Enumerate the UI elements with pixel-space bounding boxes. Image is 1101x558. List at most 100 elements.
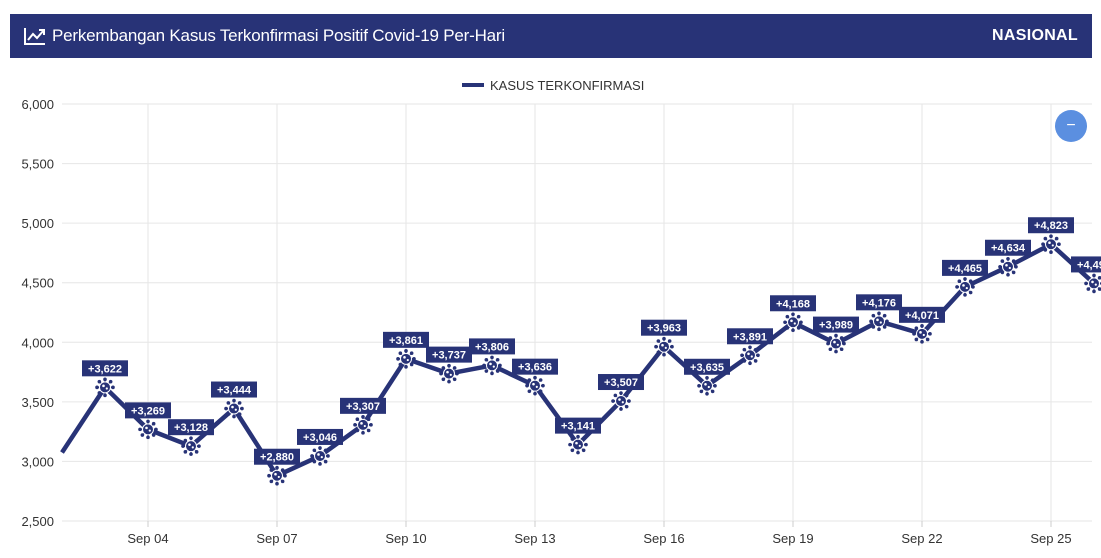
data-label-box — [727, 328, 773, 345]
virus-marker-icon[interactable] — [353, 415, 373, 435]
data-label-box — [82, 360, 128, 377]
virus-marker-icon[interactable] — [826, 333, 846, 354]
y-tick-label: 4,000 — [21, 335, 54, 350]
data-label-box — [899, 306, 945, 323]
virus-marker-icon[interactable] — [1041, 234, 1061, 255]
virus-marker-icon[interactable] — [525, 375, 545, 396]
data-label: +3,046 — [297, 428, 343, 445]
data-label-text: +3,622 — [88, 363, 122, 375]
data-label: +3,622 — [82, 360, 128, 377]
x-tick-label: Sep 16 — [643, 531, 684, 546]
axis-layer: 2,500 3,000 3,500 4,000 4,500 5,000 5,500 6,000… — [21, 97, 1071, 546]
y-tick-label: 5,000 — [21, 216, 54, 231]
virus-marker-icon[interactable] — [439, 363, 459, 384]
data-label-text: +4,634 — [991, 243, 1026, 255]
virus-marker-icon[interactable] — [181, 436, 201, 456]
data-label-box — [942, 259, 988, 276]
data-label-text: +3,806 — [475, 341, 509, 353]
data-label-layer: +3,622 +3,269 +3,128 +3,444 +2,880 +3,046 +3,3… — [82, 217, 1101, 465]
x-tick-label: Sep 25 — [1030, 531, 1071, 546]
data-label-text: +3,737 — [432, 350, 466, 362]
data-label: +4,168 — [770, 295, 816, 312]
data-label: +3,141 — [555, 417, 601, 434]
virus-marker-icon[interactable] — [224, 398, 244, 419]
zoom-out-button[interactable]: − — [1055, 110, 1087, 142]
virus-marker-icon[interactable] — [267, 465, 287, 486]
data-label-text: +3,861 — [389, 335, 423, 347]
data-label-box — [985, 239, 1031, 256]
virus-marker-icon[interactable] — [998, 256, 1018, 277]
data-label-text: +3,507 — [604, 377, 638, 389]
y-tick-label: 2,500 — [21, 514, 54, 529]
data-label-text: +3,891 — [733, 331, 767, 343]
data-label: +3,891 — [727, 328, 773, 345]
line-chart: 2,500 3,000 3,500 4,000 4,500 5,000 5,500 6,000… — [21, 78, 1101, 546]
data-label-box — [426, 346, 472, 363]
data-label-text: +2,880 — [260, 452, 294, 464]
trend-up-icon — [24, 28, 45, 45]
virus-marker-icon[interactable] — [869, 311, 889, 332]
data-label-box — [297, 428, 343, 445]
data-label-text: +4,494 — [1077, 259, 1101, 271]
data-label: +3,806 — [469, 338, 515, 355]
data-label-text: +4,071 — [905, 310, 939, 322]
x-tick-label: Sep 07 — [256, 531, 297, 546]
y-tick-label: 6,000 — [21, 97, 54, 112]
data-label-box — [1071, 256, 1101, 273]
data-label: +3,128 — [168, 419, 214, 436]
data-label: +4,634 — [985, 239, 1031, 256]
data-label-text: +3,307 — [346, 401, 380, 413]
virus-marker-icon[interactable] — [955, 277, 975, 297]
data-label-box — [340, 397, 386, 414]
legend-label[interactable]: KASUS TERKONFIRMASI — [490, 78, 644, 93]
data-label-text: +4,823 — [1034, 220, 1068, 232]
virus-marker-icon[interactable] — [482, 355, 502, 376]
data-label: +3,444 — [211, 381, 257, 398]
data-label: +3,861 — [383, 331, 429, 348]
data-label-box — [813, 316, 859, 333]
virus-marker-icon[interactable] — [783, 312, 803, 333]
data-label-box — [856, 294, 902, 311]
data-label-box — [598, 374, 644, 391]
data-label: +3,507 — [598, 374, 644, 391]
data-label: +4,071 — [899, 306, 945, 323]
region-badge: NASIONAL — [992, 27, 1078, 44]
data-label-text: +3,128 — [174, 422, 208, 434]
data-label-box — [254, 448, 300, 465]
virus-marker-icon[interactable] — [740, 345, 760, 366]
data-label-box — [168, 419, 214, 436]
data-label: +4,465 — [942, 259, 988, 276]
virus-marker-icon[interactable] — [654, 336, 674, 357]
y-tick-label: 3,000 — [21, 454, 54, 469]
x-tick-label: Sep 19 — [772, 531, 813, 546]
virus-marker-icon[interactable] — [138, 419, 158, 440]
virus-marker-icon[interactable] — [310, 446, 330, 466]
virus-marker-icon[interactable] — [611, 391, 631, 411]
data-label-box — [512, 358, 558, 375]
data-label-box — [125, 402, 171, 419]
data-label-text: +4,176 — [862, 297, 896, 309]
data-label: +3,636 — [512, 358, 558, 375]
data-label: +3,307 — [340, 397, 386, 414]
marker-layer — [95, 234, 1101, 486]
x-tick-label: Sep 04 — [127, 531, 168, 546]
data-label: +3,635 — [684, 358, 730, 375]
data-label: +4,823 — [1028, 217, 1074, 234]
data-label-text: +3,635 — [690, 362, 724, 374]
virus-marker-icon[interactable] — [568, 434, 588, 455]
data-label-box — [684, 358, 730, 375]
virus-marker-icon[interactable] — [697, 375, 717, 396]
data-label-box — [1028, 217, 1074, 234]
data-label: +2,880 — [254, 448, 300, 465]
data-label-text: +4,168 — [776, 298, 810, 310]
data-label-text: +3,269 — [131, 405, 165, 417]
virus-marker-icon[interactable] — [1084, 273, 1101, 294]
virus-marker-icon[interactable] — [912, 324, 932, 344]
data-label-box — [770, 295, 816, 312]
x-tick-label: Sep 13 — [514, 531, 555, 546]
data-label-text: +3,444 — [217, 385, 252, 397]
data-label: +4,176 — [856, 294, 902, 311]
virus-marker-icon[interactable] — [95, 377, 115, 398]
data-label-text: +3,046 — [303, 432, 337, 444]
virus-marker-icon[interactable] — [396, 349, 416, 369]
